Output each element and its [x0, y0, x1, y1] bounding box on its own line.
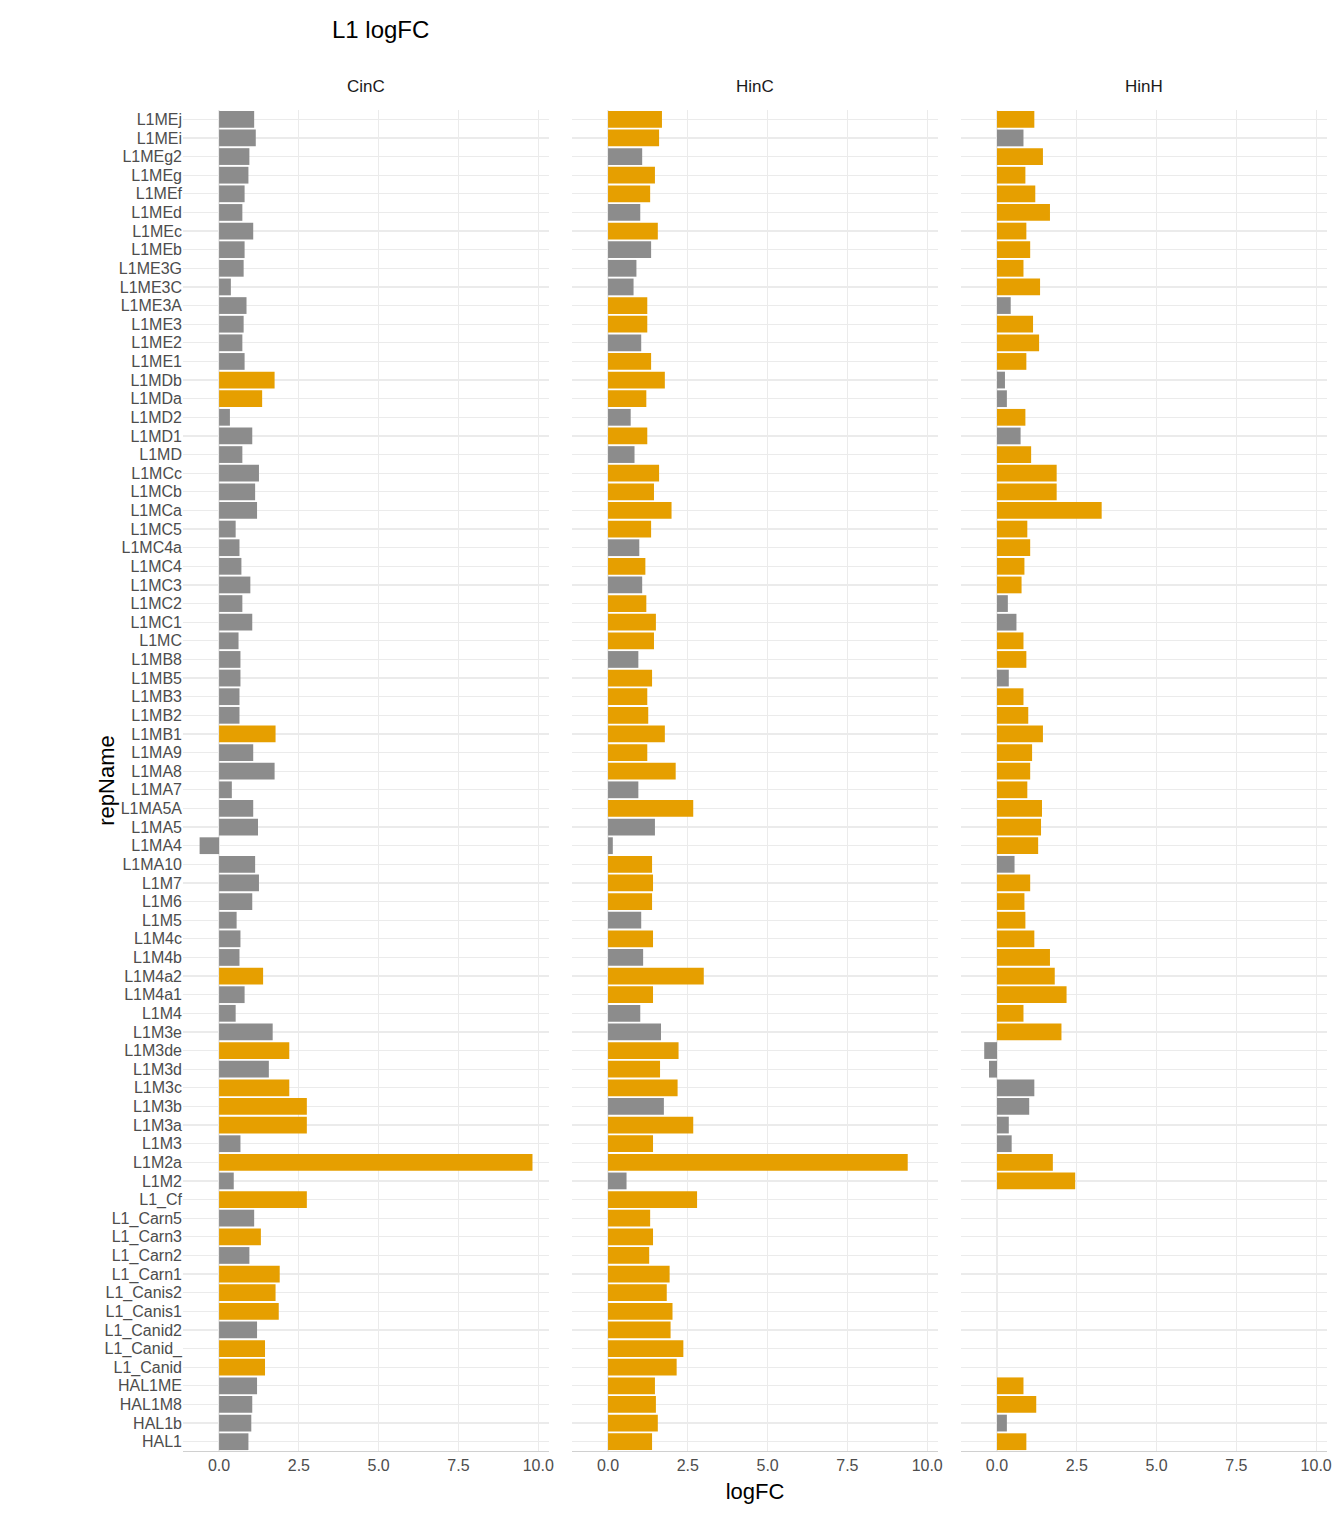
svg-text:L1MEg: L1MEg [131, 167, 182, 184]
svg-text:5.0: 5.0 [756, 1457, 778, 1474]
svg-text:L1MB3: L1MB3 [131, 688, 182, 705]
svg-text:L1MA9: L1MA9 [131, 744, 182, 761]
svg-text:L1M3: L1M3 [142, 1135, 182, 1152]
svg-text:L1ME1: L1ME1 [131, 353, 182, 370]
svg-text:L1_Canid: L1_Canid [114, 1359, 183, 1377]
svg-text:L1MC5: L1MC5 [130, 521, 182, 538]
svg-text:L1MA7: L1MA7 [131, 781, 182, 798]
svg-text:repName: repName [94, 735, 119, 825]
svg-text:0.0: 0.0 [208, 1457, 230, 1474]
svg-text:HAL1: HAL1 [142, 1433, 182, 1450]
svg-text:L1_Canid2: L1_Canid2 [105, 1322, 183, 1340]
svg-text:10.0: 10.0 [523, 1457, 554, 1474]
svg-text:L1M2a: L1M2a [133, 1154, 182, 1171]
svg-text:L1MD: L1MD [139, 446, 182, 463]
svg-text:L1ME3A: L1ME3A [121, 297, 183, 314]
svg-text:HinH: HinH [1125, 77, 1163, 96]
svg-text:L1 logFC: L1 logFC [332, 16, 429, 43]
svg-text:L1MD1: L1MD1 [130, 428, 182, 445]
svg-text:L1M3de: L1M3de [124, 1042, 182, 1059]
svg-text:L1MEg2: L1MEg2 [122, 148, 182, 165]
svg-text:L1MC1: L1MC1 [130, 614, 182, 631]
svg-text:L1MC: L1MC [139, 632, 182, 649]
svg-text:L1MDa: L1MDa [130, 390, 182, 407]
svg-text:L1ME2: L1ME2 [131, 334, 182, 351]
svg-text:L1_Cf: L1_Cf [139, 1191, 182, 1209]
svg-text:L1ME3: L1ME3 [131, 316, 182, 333]
svg-text:L1_Canis1: L1_Canis1 [106, 1303, 183, 1321]
svg-text:L1_Carn2: L1_Carn2 [112, 1247, 182, 1265]
svg-text:L1MC4: L1MC4 [130, 558, 182, 575]
svg-text:L1MC4a: L1MC4a [122, 539, 183, 556]
svg-text:L1M4a1: L1M4a1 [124, 986, 182, 1003]
svg-text:5.0: 5.0 [368, 1457, 390, 1474]
svg-text:L1MB8: L1MB8 [131, 651, 182, 668]
svg-text:L1MEf: L1MEf [136, 185, 183, 202]
svg-text:L1MB2: L1MB2 [131, 707, 182, 724]
svg-text:0.0: 0.0 [986, 1457, 1008, 1474]
svg-text:L1MDb: L1MDb [130, 372, 182, 389]
svg-text:L1M4c: L1M4c [134, 930, 182, 947]
svg-text:L1M4a2: L1M4a2 [124, 968, 182, 985]
svg-text:L1M3a: L1M3a [133, 1117, 182, 1134]
svg-text:L1MA5A: L1MA5A [121, 800, 183, 817]
svg-text:L1MCb: L1MCb [130, 483, 182, 500]
svg-text:L1MCa: L1MCa [130, 502, 182, 519]
svg-text:L1M3c: L1M3c [134, 1079, 182, 1096]
svg-text:L1M3e: L1M3e [133, 1024, 182, 1041]
svg-text:L1MA4: L1MA4 [131, 837, 182, 854]
svg-text:2.5: 2.5 [677, 1457, 699, 1474]
svg-text:L1M7: L1M7 [142, 875, 182, 892]
svg-text:HAL1M8: HAL1M8 [120, 1396, 182, 1413]
svg-text:L1MEd: L1MEd [131, 204, 182, 221]
svg-text:L1M2: L1M2 [142, 1173, 182, 1190]
svg-text:7.5: 7.5 [1225, 1457, 1247, 1474]
svg-text:2.5: 2.5 [288, 1457, 310, 1474]
svg-text:L1M6: L1M6 [142, 893, 182, 910]
svg-text:L1MD2: L1MD2 [130, 409, 182, 426]
svg-text:L1MA8: L1MA8 [131, 763, 182, 780]
svg-text:L1_Canis2: L1_Canis2 [106, 1284, 183, 1302]
svg-text:L1_Carn5: L1_Carn5 [112, 1210, 182, 1228]
svg-text:L1_Canid_: L1_Canid_ [105, 1340, 184, 1358]
svg-text:L1MEb: L1MEb [131, 241, 182, 258]
svg-text:L1MA5: L1MA5 [131, 819, 182, 836]
svg-text:L1M3d: L1M3d [133, 1061, 182, 1078]
svg-text:10.0: 10.0 [912, 1457, 943, 1474]
svg-text:L1M3b: L1M3b [133, 1098, 182, 1115]
svg-text:L1ME3C: L1ME3C [120, 279, 182, 296]
svg-text:7.5: 7.5 [447, 1457, 469, 1474]
svg-text:CinC: CinC [347, 77, 385, 96]
svg-text:L1MEj: L1MEj [137, 111, 182, 128]
svg-text:L1ME3G: L1ME3G [119, 260, 182, 277]
svg-text:L1M4: L1M4 [142, 1005, 182, 1022]
svg-text:L1M4b: L1M4b [133, 949, 182, 966]
svg-text:L1_Carn3: L1_Carn3 [112, 1228, 182, 1246]
svg-text:logFC: logFC [726, 1479, 785, 1504]
svg-text:L1M5: L1M5 [142, 912, 182, 929]
svg-text:HinC: HinC [736, 77, 774, 96]
svg-text:L1MA10: L1MA10 [122, 856, 182, 873]
svg-text:L1MCc: L1MCc [131, 465, 182, 482]
svg-text:L1MB5: L1MB5 [131, 670, 182, 687]
svg-text:10.0: 10.0 [1301, 1457, 1332, 1474]
svg-text:L1MC2: L1MC2 [130, 595, 182, 612]
svg-text:L1MC3: L1MC3 [130, 577, 182, 594]
svg-text:L1MB1: L1MB1 [131, 726, 182, 743]
svg-text:L1MEi: L1MEi [137, 130, 182, 147]
svg-text:0.0: 0.0 [597, 1457, 619, 1474]
svg-text:5.0: 5.0 [1145, 1457, 1167, 1474]
svg-text:2.5: 2.5 [1066, 1457, 1088, 1474]
svg-text:L1MEc: L1MEc [132, 223, 182, 240]
svg-text:HAL1b: HAL1b [133, 1415, 182, 1432]
svg-text:7.5: 7.5 [836, 1457, 858, 1474]
svg-text:HAL1ME: HAL1ME [118, 1377, 182, 1394]
svg-text:L1_Carn1: L1_Carn1 [112, 1266, 182, 1284]
